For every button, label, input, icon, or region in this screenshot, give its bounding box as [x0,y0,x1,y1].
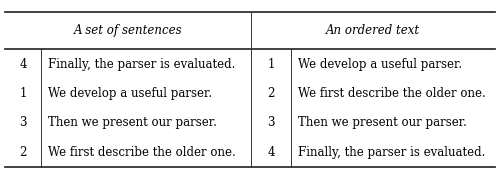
Text: Then we present our parser.: Then we present our parser. [298,117,468,130]
Text: 1: 1 [268,58,274,71]
Text: We first describe the older one.: We first describe the older one. [48,146,236,159]
Text: Then we present our parser.: Then we present our parser. [48,117,217,130]
Text: 1: 1 [20,87,26,100]
Text: 2: 2 [20,146,26,159]
Text: We first describe the older one.: We first describe the older one. [298,87,486,100]
Text: Finally, the parser is evaluated.: Finally, the parser is evaluated. [298,146,486,159]
Text: We develop a useful parser.: We develop a useful parser. [298,58,462,71]
Text: 2: 2 [268,87,274,100]
Text: Finally, the parser is evaluated.: Finally, the parser is evaluated. [48,58,236,71]
Text: 3: 3 [267,117,275,130]
Text: 4: 4 [19,58,27,71]
Text: We develop a useful parser.: We develop a useful parser. [48,87,212,100]
Text: 4: 4 [267,146,275,159]
Text: 3: 3 [19,117,27,130]
Text: An ordered text: An ordered text [326,24,420,37]
Text: A set of sentences: A set of sentences [74,24,182,37]
